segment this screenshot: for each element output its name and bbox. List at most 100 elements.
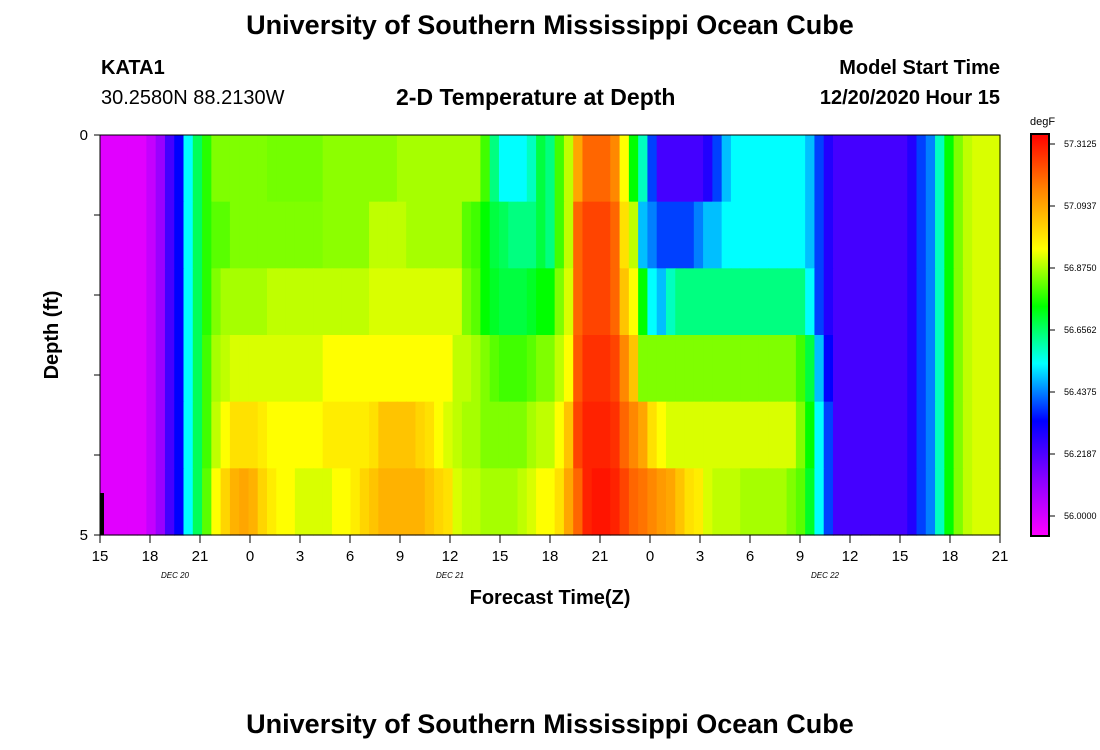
x-tick-label: 18 <box>942 548 959 565</box>
heatmap-cell <box>656 468 667 536</box>
heatmap-cell <box>907 201 918 269</box>
heatmap-cell <box>795 468 806 536</box>
x-tick-label: 3 <box>296 548 304 565</box>
heatmap-cell <box>823 335 834 403</box>
x-tick-label: 18 <box>142 548 159 565</box>
heatmap-cell <box>684 401 695 469</box>
heatmap-cell <box>925 335 936 403</box>
heatmap-cell <box>990 135 1001 203</box>
heatmap-cell <box>387 468 398 536</box>
heatmap-cell <box>174 135 185 203</box>
heatmap-cell <box>601 335 611 403</box>
heatmap-cell <box>331 468 342 536</box>
heatmap-cell <box>638 135 649 203</box>
heatmap-cell <box>471 268 482 336</box>
heatmap-cell <box>155 401 166 469</box>
heatmap-cell <box>823 268 834 336</box>
heatmap-cell <box>498 268 509 336</box>
heatmap-cell <box>100 468 110 536</box>
heatmap-cell <box>396 135 407 203</box>
heatmap-cell <box>610 401 621 469</box>
heatmap-cell <box>721 401 732 469</box>
heatmap-cell <box>526 401 537 469</box>
heatmap-cell <box>285 201 296 269</box>
heatmap-cell <box>888 335 899 403</box>
heatmap-cell <box>406 268 417 336</box>
heatmap-cell <box>183 335 194 403</box>
heatmap-cell <box>907 335 918 403</box>
heatmap-cell <box>443 201 454 269</box>
heatmap-cell <box>192 468 203 536</box>
heatmap-cell <box>434 401 444 469</box>
heatmap-cell <box>489 268 500 336</box>
heatmap-cell <box>842 201 853 269</box>
heatmap-cell <box>137 335 147 403</box>
heatmap-cell <box>573 135 584 203</box>
colorbar-tick-label: 57.0937 <box>1064 201 1097 211</box>
x-tick-label: 15 <box>492 548 509 565</box>
y-axis-label: Depth (ft) <box>41 291 63 380</box>
chart-subtitle: 2-D Temperature at Depth <box>396 84 676 110</box>
heatmap-cell <box>174 335 185 403</box>
heatmap-cell <box>536 135 546 203</box>
heatmap-cell <box>276 268 287 336</box>
heatmap-cell <box>480 468 491 536</box>
heatmap-cell <box>768 268 778 336</box>
heatmap-cell <box>925 401 936 469</box>
heatmap-cell <box>480 201 491 269</box>
heatmap-cell <box>860 335 871 403</box>
heatmap-cell <box>805 401 816 469</box>
colorbar-tick-label: 56.8750 <box>1064 263 1097 273</box>
heatmap-cell <box>897 201 908 269</box>
heatmap-cell <box>359 268 370 336</box>
heatmap-cell <box>127 468 138 536</box>
x-axis-label: Forecast Time(Z) <box>470 587 631 609</box>
heatmap-cell <box>341 201 352 269</box>
heatmap-cell <box>369 401 379 469</box>
heatmap-cell <box>192 335 203 403</box>
heatmap-cell <box>916 468 927 536</box>
heatmap-cell <box>990 335 1001 403</box>
heatmap-cell <box>313 135 324 203</box>
heatmap-cell <box>396 268 407 336</box>
colorbar-tick-label: 57.3125 <box>1064 139 1097 149</box>
heatmap-cell <box>508 135 519 203</box>
heatmap-cell <box>489 335 500 403</box>
x-day-label: DEC 21 <box>436 571 464 580</box>
heatmap-cell <box>740 201 751 269</box>
heatmap-cell <box>712 135 723 203</box>
heatmap-cell <box>990 268 1001 336</box>
heatmap-cell <box>823 201 834 269</box>
heatmap-cell <box>832 135 843 203</box>
heatmap-cell <box>508 268 519 336</box>
heatmap-cell <box>545 401 556 469</box>
heatmap-cell <box>953 401 964 469</box>
heatmap-cell <box>888 401 899 469</box>
heatmap-cell <box>619 268 630 336</box>
heatmap-cell <box>498 401 509 469</box>
heatmap-cell <box>378 468 389 536</box>
heatmap-cell <box>489 401 500 469</box>
heatmap-cell <box>758 335 769 403</box>
heatmap-cell <box>220 201 231 269</box>
heatmap-cell <box>331 268 342 336</box>
heatmap-cell <box>294 268 305 336</box>
heatmap-cell <box>795 268 806 336</box>
heatmap-cell <box>378 201 389 269</box>
heatmap-cell <box>935 335 945 403</box>
heatmap-cell <box>489 468 500 536</box>
heatmap-cell <box>202 268 212 336</box>
heatmap-cell <box>990 468 1001 536</box>
heatmap-cell <box>434 335 444 403</box>
heatmap-cell <box>239 135 250 203</box>
heatmap-cell <box>656 201 667 269</box>
heatmap-cell <box>591 135 602 203</box>
heatmap-cell <box>582 201 593 269</box>
heatmap-cell <box>545 201 556 269</box>
heatmap-cell <box>202 468 212 536</box>
heatmap-cell <box>563 401 574 469</box>
heatmap-cell <box>331 135 342 203</box>
heatmap-cell <box>665 335 676 403</box>
heatmap-cell <box>331 401 342 469</box>
